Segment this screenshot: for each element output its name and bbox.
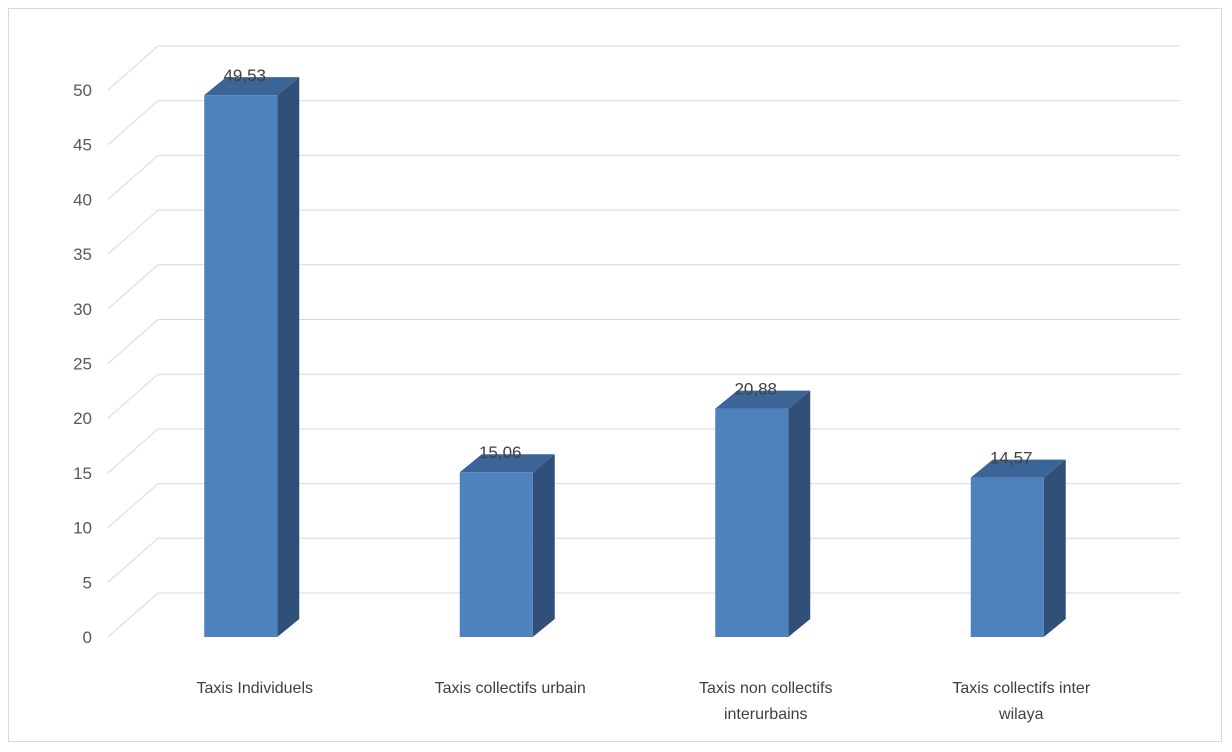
y-tick-label: 15 xyxy=(73,464,92,483)
data-label: 15,06 xyxy=(479,443,522,462)
bar-side xyxy=(1043,459,1066,637)
y-axis-ticks: 0 5 10 15 20 25 30 35 40 45 50 xyxy=(73,81,92,647)
category-label: Taxis non collectifs xyxy=(699,680,832,697)
gridline-diagonal xyxy=(107,264,159,310)
category-label: Taxis collectifs inter xyxy=(952,680,1090,697)
bar-side xyxy=(277,77,300,638)
x-axis-categories: Taxis Individuels Taxis collectifs urbain… xyxy=(197,680,1091,723)
y-tick-label: 50 xyxy=(73,81,92,100)
gridline-diagonal xyxy=(107,100,159,146)
data-label: 49,53 xyxy=(223,66,266,85)
y-tick-label: 5 xyxy=(83,573,92,592)
category-label: Taxis Individuels xyxy=(197,680,314,697)
category-label: interurbains xyxy=(724,706,808,723)
gridline-diagonal xyxy=(107,592,159,638)
y-tick-label: 10 xyxy=(73,519,92,538)
gridline-diagonal xyxy=(107,45,159,91)
y-tick-label: 40 xyxy=(73,190,92,209)
bar xyxy=(204,95,278,638)
y-tick-label: 20 xyxy=(73,409,92,428)
bars xyxy=(204,77,1066,638)
y-tick-label: 30 xyxy=(73,300,92,319)
gridline-diagonal xyxy=(107,155,159,200)
data-label: 20,88 xyxy=(734,380,777,399)
gridline-diagonal xyxy=(107,373,159,419)
bar-side xyxy=(532,454,555,637)
bar-top xyxy=(204,77,300,96)
category-label: Taxis collectifs urbain xyxy=(435,680,586,697)
y-tick-label: 35 xyxy=(73,245,92,264)
gridline-diagonal xyxy=(107,209,159,255)
gridline-diagonal xyxy=(107,483,159,528)
bar-side xyxy=(788,390,811,637)
gridline-diagonal xyxy=(107,319,159,364)
gridline-diagonal xyxy=(107,537,159,583)
y-tick-label: 25 xyxy=(73,355,92,374)
bar-top xyxy=(970,459,1066,478)
bar-top xyxy=(715,390,811,409)
bar xyxy=(970,477,1044,637)
data-labels: 49,53 15,06 20,88 14,57 xyxy=(223,66,1032,467)
data-label: 14,57 xyxy=(990,449,1033,468)
gridline-diagonal xyxy=(107,428,159,474)
y-tick-label: 0 xyxy=(83,628,92,647)
bar xyxy=(459,472,533,637)
bar-top xyxy=(459,454,555,473)
category-label: wilaya xyxy=(998,706,1044,723)
y-tick-label: 45 xyxy=(73,136,92,155)
bar xyxy=(715,408,789,637)
